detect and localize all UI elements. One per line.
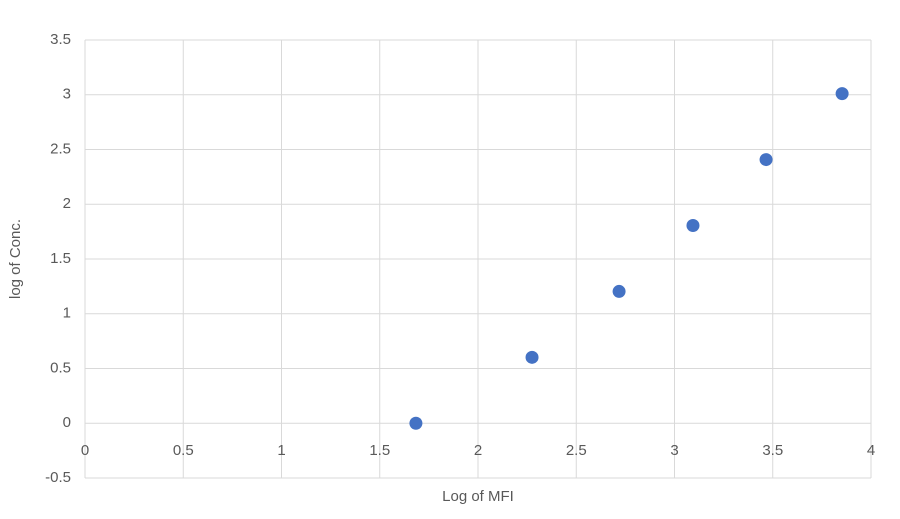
y-tick-label: 2.5	[50, 140, 71, 157]
y-tick-label: 3	[63, 86, 71, 103]
x-tick-label: 0	[81, 442, 89, 459]
y-tick-label: 0.5	[50, 359, 71, 376]
y-tick-label: 1	[63, 305, 71, 322]
point	[686, 218, 700, 232]
y-tick-label: 0	[63, 414, 71, 431]
point	[759, 153, 773, 167]
point	[835, 87, 849, 101]
x-tick-label: 3	[670, 442, 678, 459]
point	[612, 284, 626, 298]
x-tick-label: 1	[277, 442, 285, 459]
x-tick-label: 2	[474, 442, 482, 459]
y-tick-label: 3.5	[50, 31, 71, 48]
y-axis-label: log of Conc.	[7, 219, 24, 299]
y-tick-label: 2	[63, 195, 71, 212]
point	[525, 350, 539, 364]
x-axis-label: Log of MFI	[442, 488, 514, 505]
point	[409, 416, 423, 430]
x-tick-label: 1.5	[369, 442, 390, 459]
y-tick-label: 1.5	[50, 250, 71, 267]
y-tick-label: -0.5	[45, 469, 71, 486]
x-tick-label: 4	[867, 442, 875, 459]
x-tick-label: 2.5	[566, 442, 587, 459]
x-tick-label: 0.5	[173, 442, 194, 459]
x-tick-label: 3.5	[762, 442, 783, 459]
